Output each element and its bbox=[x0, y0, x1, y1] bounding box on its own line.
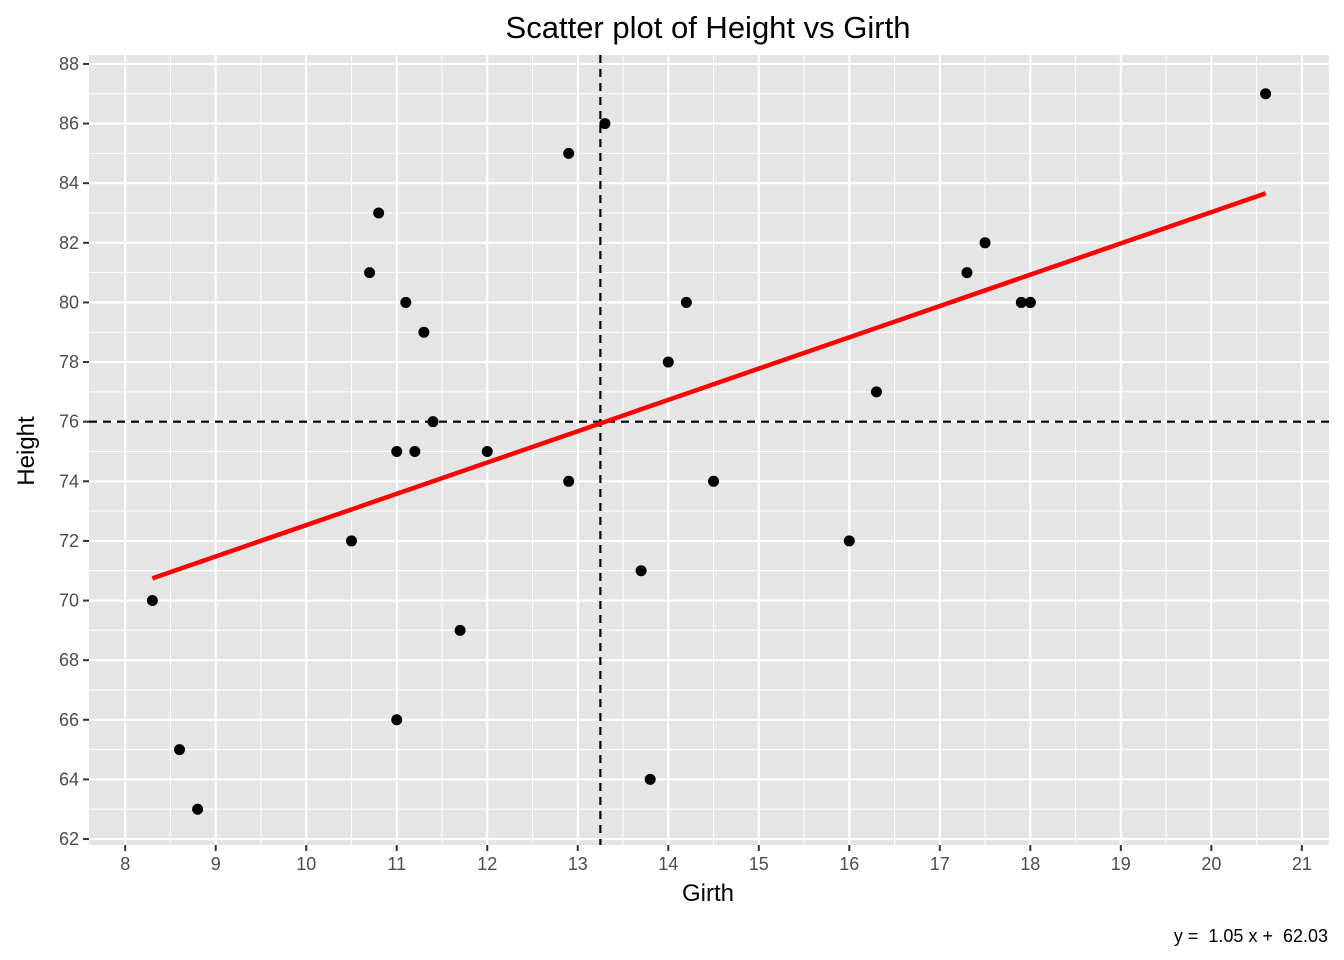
x-tick-label: 9 bbox=[211, 854, 221, 874]
y-tick-label: 88 bbox=[59, 54, 79, 74]
x-tick-label: 11 bbox=[387, 854, 406, 874]
data-point bbox=[174, 744, 186, 756]
data-point bbox=[843, 535, 855, 547]
data-point bbox=[427, 416, 439, 428]
data-point bbox=[373, 207, 385, 219]
x-tick-label: 13 bbox=[568, 854, 588, 874]
data-point bbox=[635, 565, 647, 577]
y-tick-label: 80 bbox=[59, 292, 79, 312]
data-point bbox=[644, 773, 656, 785]
data-point bbox=[1015, 296, 1027, 308]
x-tick-label: 10 bbox=[296, 854, 316, 874]
regression-line bbox=[151, 191, 1267, 581]
data-point bbox=[708, 475, 720, 487]
data-point bbox=[364, 267, 376, 279]
regression-line-group bbox=[151, 191, 1267, 581]
data-point bbox=[563, 475, 575, 487]
y-tick-label: 62 bbox=[59, 829, 79, 849]
data-point bbox=[599, 118, 611, 130]
minor-gridlines bbox=[89, 55, 1329, 845]
y-axis: 62 64 66 68 70 72 74 76 78 80 82 84 86 88 bbox=[59, 54, 89, 849]
x-tick-label: 15 bbox=[749, 854, 769, 874]
data-point bbox=[391, 445, 403, 457]
data-point bbox=[870, 386, 882, 398]
y-tick-label: 72 bbox=[59, 531, 79, 551]
data-point bbox=[979, 237, 991, 249]
data-point bbox=[481, 445, 493, 457]
data-point bbox=[454, 624, 466, 636]
data-point bbox=[1260, 88, 1272, 100]
data-points bbox=[146, 88, 1272, 815]
data-point bbox=[1024, 296, 1036, 308]
data-point bbox=[409, 445, 421, 457]
y-tick-label: 82 bbox=[59, 233, 79, 253]
y-tick-label: 70 bbox=[59, 591, 79, 611]
x-axis: 8 9 10 11 12 13 14 15 16 17 18 19 20 21 bbox=[120, 845, 1312, 874]
x-tick-label: 17 bbox=[930, 854, 950, 874]
regression-equation-caption: y = 1.05 x + 62.03 bbox=[1174, 926, 1328, 946]
x-tick-label: 19 bbox=[1111, 854, 1131, 874]
x-tick-label: 8 bbox=[120, 854, 130, 874]
plot-panel bbox=[89, 55, 1329, 845]
x-axis-title: Girth bbox=[682, 880, 734, 907]
data-point bbox=[961, 267, 973, 279]
y-tick-label: 74 bbox=[59, 471, 79, 491]
chart-title: Scatter plot of Height vs Girth bbox=[506, 10, 911, 45]
data-point bbox=[400, 296, 412, 308]
data-point bbox=[563, 147, 575, 159]
y-tick-label: 68 bbox=[59, 650, 79, 670]
y-tick-label: 76 bbox=[59, 412, 79, 432]
data-point bbox=[680, 296, 692, 308]
data-point bbox=[391, 714, 403, 726]
y-tick-label: 86 bbox=[59, 114, 79, 134]
x-tick-label: 20 bbox=[1201, 854, 1221, 874]
x-tick-label: 21 bbox=[1292, 854, 1312, 874]
x-tick-label: 14 bbox=[658, 854, 678, 874]
y-tick-label: 78 bbox=[59, 352, 79, 372]
data-point bbox=[146, 595, 158, 607]
data-point bbox=[345, 535, 357, 547]
data-point bbox=[662, 356, 674, 368]
x-tick-label: 18 bbox=[1020, 854, 1040, 874]
y-tick-label: 84 bbox=[59, 173, 79, 193]
x-tick-label: 16 bbox=[839, 854, 859, 874]
data-point bbox=[192, 803, 204, 815]
mean-reference-lines bbox=[89, 55, 1329, 845]
data-point bbox=[418, 326, 430, 338]
y-axis-title: Height bbox=[13, 416, 40, 486]
x-tick-label: 12 bbox=[477, 854, 497, 874]
y-tick-label: 64 bbox=[59, 769, 79, 789]
y-tick-label: 66 bbox=[59, 710, 79, 730]
